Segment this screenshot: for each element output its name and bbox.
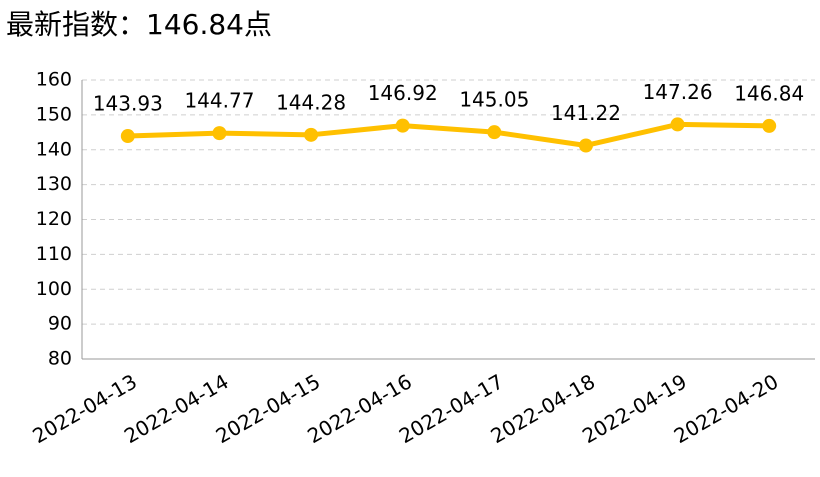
y-tick-label: 80 <box>48 348 72 370</box>
y-tick-label: 160 <box>36 69 72 91</box>
line <box>127 121 770 148</box>
x-tick-label: 2022-04-20 <box>670 369 783 448</box>
data-label: 146.92 <box>368 81 438 105</box>
marker <box>212 126 227 141</box>
chart-title: 最新指数：146.84点 <box>6 8 272 41</box>
y-tick-label: 90 <box>48 313 72 335</box>
y-tick-label: 120 <box>36 208 72 230</box>
marker <box>578 138 593 153</box>
marker <box>762 118 777 133</box>
data-label: 146.84 <box>734 81 804 105</box>
y-tick-label: 140 <box>36 138 72 160</box>
data-label: 145.05 <box>459 88 529 112</box>
marker <box>395 118 410 133</box>
data-label: 144.77 <box>184 89 254 113</box>
data-label: 144.28 <box>276 90 346 114</box>
marker <box>120 129 135 144</box>
data-label: 143.93 <box>93 92 163 116</box>
y-tick-label: 100 <box>36 278 72 300</box>
y-tick-label: 150 <box>36 103 72 125</box>
marker <box>670 117 685 132</box>
marker <box>487 125 502 140</box>
marker <box>304 127 319 142</box>
data-label: 141.22 <box>551 101 621 125</box>
y-tick-label: 130 <box>36 173 72 195</box>
data-label: 147.26 <box>643 80 713 104</box>
y-tick-label: 110 <box>36 243 72 265</box>
